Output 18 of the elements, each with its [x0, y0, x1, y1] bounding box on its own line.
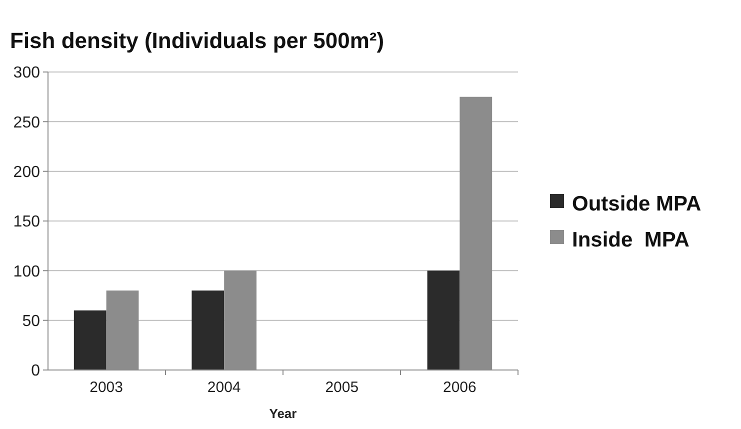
bar — [427, 270, 460, 370]
y-tick-label: 200 — [13, 164, 40, 181]
legend-label: Outside MPA — [572, 192, 702, 216]
x-tick-label: 2004 — [207, 379, 241, 396]
x-tick-label: 2003 — [90, 379, 123, 396]
legend-label: Inside MPA — [572, 228, 690, 252]
y-tick-label: 50 — [22, 312, 40, 330]
chart-title: Fish density (Individuals per 500m²) — [10, 28, 384, 53]
y-tick-label: 250 — [13, 114, 40, 132]
y-tick-label: 300 — [13, 64, 40, 82]
bar — [192, 290, 224, 370]
y-tick-label: 100 — [13, 263, 40, 280]
x-tick-label: 2005 — [325, 379, 359, 396]
y-tick-label: 0 — [31, 362, 40, 380]
x-tick-label: 2006 — [443, 379, 476, 396]
x-axis-title: Year — [269, 406, 297, 421]
bar — [74, 310, 106, 370]
y-tick-label: 150 — [13, 214, 40, 231]
